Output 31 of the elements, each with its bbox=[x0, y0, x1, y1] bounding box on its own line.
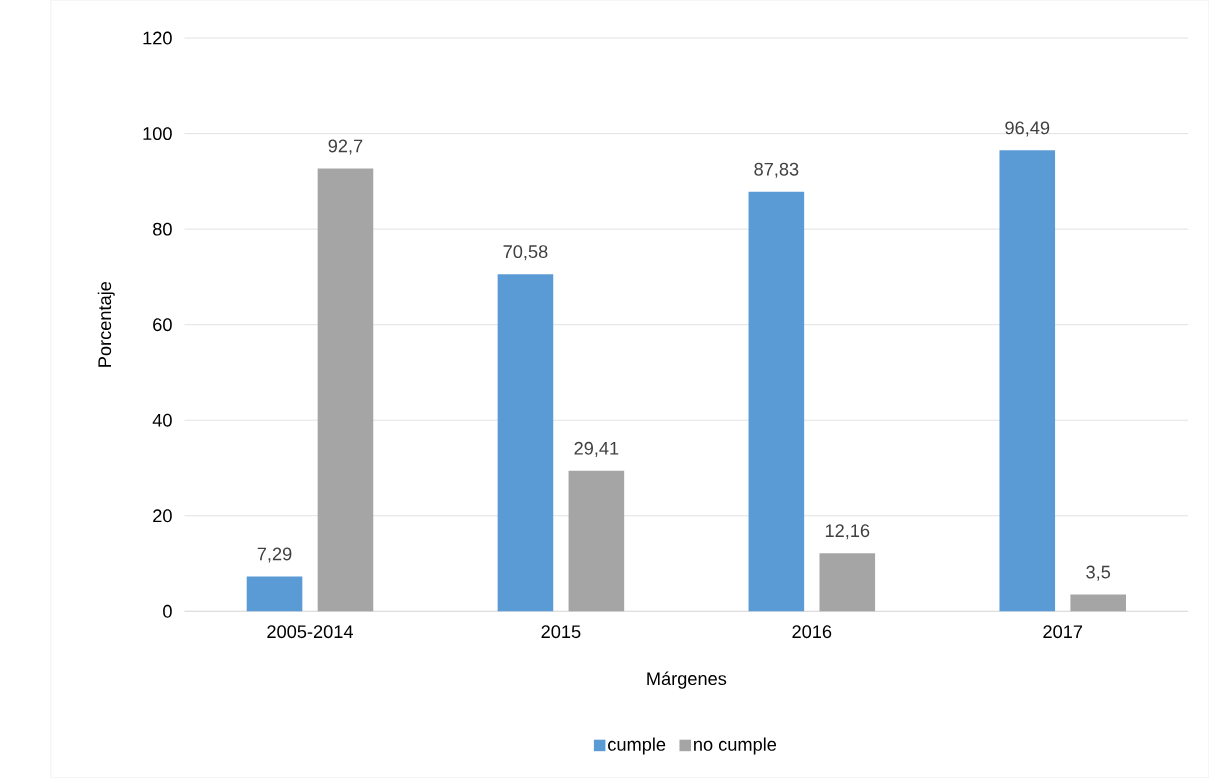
legend-label: no cumple bbox=[694, 737, 777, 755]
y-axis-title: Porcentaje bbox=[97, 282, 115, 367]
legend-label: cumple bbox=[608, 737, 666, 755]
bar bbox=[246, 576, 303, 612]
bar bbox=[819, 553, 876, 612]
bar bbox=[1070, 594, 1127, 612]
x-tick-label: 2016 bbox=[792, 625, 832, 639]
y-tick-label: 0 bbox=[163, 604, 172, 618]
bar bbox=[317, 168, 374, 612]
bar bbox=[999, 150, 1056, 612]
x-axis-title: Márgenes bbox=[647, 671, 727, 689]
data-label: 87,83 bbox=[754, 162, 799, 178]
y-tick-label: 80 bbox=[153, 222, 172, 236]
x-tick-label: 2005-2014 bbox=[267, 625, 353, 639]
data-label: 92,7 bbox=[328, 139, 363, 155]
y-tick-label: 20 bbox=[153, 509, 172, 523]
data-label: 96,49 bbox=[1005, 121, 1050, 137]
data-label: 12,16 bbox=[825, 524, 870, 540]
y-tick-label: 100 bbox=[143, 127, 172, 141]
y-tick-label: 120 bbox=[143, 31, 172, 45]
y-tick-label: 40 bbox=[152, 413, 172, 427]
bar bbox=[748, 191, 805, 612]
y-tick-label: 60 bbox=[153, 318, 172, 332]
x-tick-label: 2015 bbox=[541, 625, 581, 639]
data-label: 70,58 bbox=[503, 245, 548, 261]
data-label: 3,5 bbox=[1086, 565, 1111, 581]
data-label: 7,29 bbox=[257, 547, 292, 563]
data-label: 29,41 bbox=[574, 441, 619, 457]
x-tick-label: 2017 bbox=[1043, 625, 1083, 639]
bar bbox=[497, 274, 554, 612]
bar bbox=[568, 470, 625, 612]
